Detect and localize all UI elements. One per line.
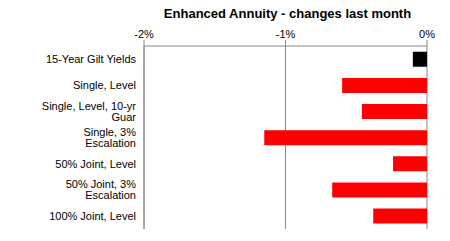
svg-text:100% Joint, Level: 100% Joint, Level [49,210,136,222]
svg-text:15-Year Gilt Yields: 15-Year Gilt Yields [46,53,137,65]
svg-text:-1%: -1% [276,28,296,40]
svg-text:-2%: -2% [134,28,154,40]
svg-text:Single, Level, 10-yrGuar: Single, Level, 10-yrGuar [42,100,136,123]
svg-text:50% Joint, 3%Escalation: 50% Joint, 3%Escalation [66,178,137,201]
html-text:Enhanced Annuity - changes las: Enhanced Annuity - changes last month [163,6,412,21]
svg-text:50% Joint, Level: 50% Joint, Level [55,158,136,170]
svg-text:Single, 3%Escalation: Single, 3%Escalation [83,126,136,149]
svg-text:Single, Level: Single, Level [73,79,136,91]
svg-text:0%: 0% [419,28,435,40]
